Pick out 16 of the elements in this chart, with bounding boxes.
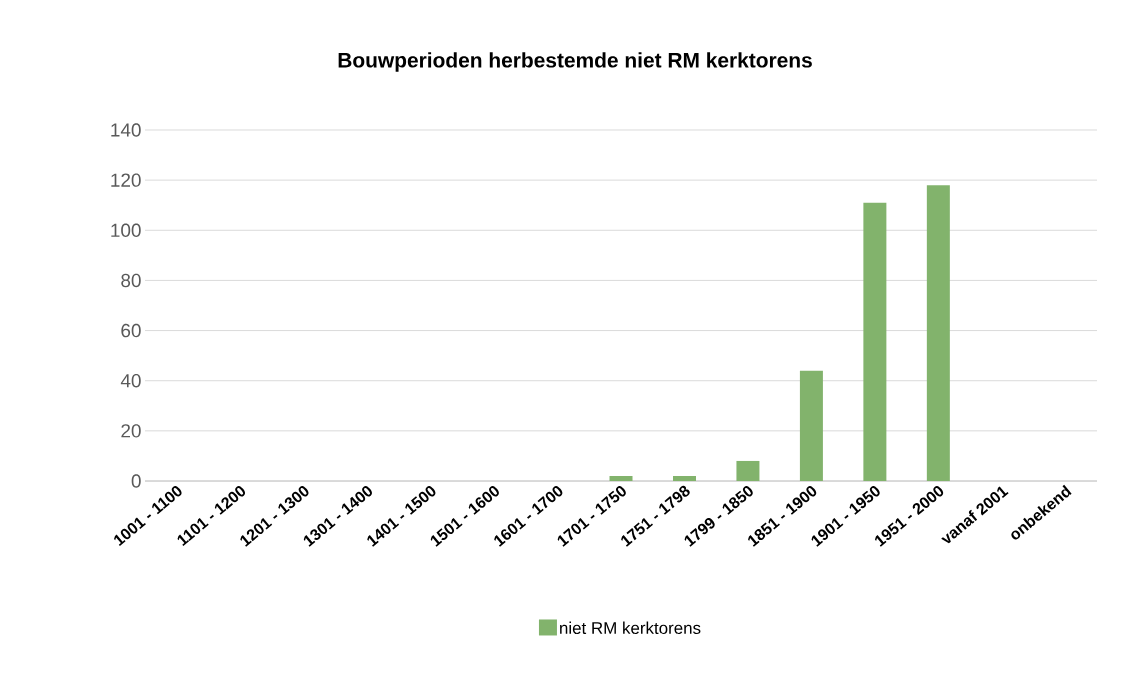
legend-label: niet RM kerktorens xyxy=(560,621,701,635)
y-tick-label: 20 xyxy=(121,424,141,438)
chart-title: Bouwperioden herbestemde niet RM kerktorens xyxy=(338,52,812,72)
bar xyxy=(609,475,633,481)
y-tick-label: 40 xyxy=(120,374,141,388)
bar xyxy=(799,370,823,481)
y-tick-label: 140 xyxy=(111,123,141,137)
y-tick-label: 60 xyxy=(121,323,141,338)
y-tick-label: 100 xyxy=(111,223,141,237)
y-tick-label: 0 xyxy=(131,474,141,488)
y-tick-label: 120 xyxy=(111,173,141,187)
y-tick-label: 80 xyxy=(121,273,141,288)
bar xyxy=(926,185,950,481)
bar xyxy=(672,475,696,481)
bar xyxy=(736,460,760,481)
bar xyxy=(863,202,887,481)
